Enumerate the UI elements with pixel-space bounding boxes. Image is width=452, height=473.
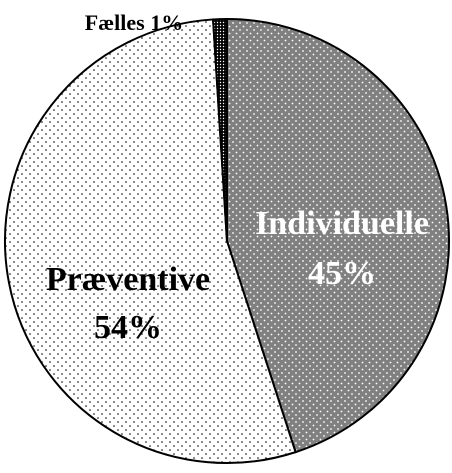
slice-label: Individuelle [255,205,429,242]
slice-pattern [4,18,297,464]
slice-label: 45% [308,255,376,292]
value-label: 45% [308,255,376,292]
slice-pattern [212,17,228,242]
category-label: Fælles [85,10,145,35]
category-label: Præventive [46,261,210,298]
slice-label: Fælles 1% [85,10,183,35]
slice-label: Præventive [46,261,210,298]
value-label: 1% [150,10,183,35]
slices [4,17,450,464]
labels: Individuelle 45% Præventive 54% Fælles 1% [46,10,429,346]
category-label: Individuelle [255,205,429,242]
slice-pattern [226,17,450,454]
value-label: 54% [94,309,162,346]
slice-label: 54% [94,309,162,346]
